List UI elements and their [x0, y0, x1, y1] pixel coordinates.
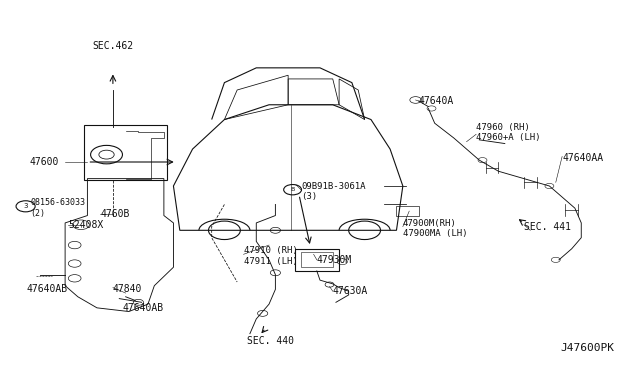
Text: 3: 3: [23, 203, 28, 209]
Text: 47900M(RH)
47900MA (LH): 47900M(RH) 47900MA (LH): [403, 219, 467, 238]
Text: 47640AB: 47640AB: [27, 284, 68, 294]
Text: SEC.462: SEC.462: [92, 41, 134, 51]
Bar: [396, 206, 419, 215]
Text: 47960 (RH)
47960+A (LH): 47960 (RH) 47960+A (LH): [476, 123, 541, 142]
Text: 47910 (RH)
47911 (LH): 47910 (RH) 47911 (LH): [244, 247, 298, 266]
Text: J47600PK: J47600PK: [561, 343, 614, 353]
Text: SEC. 440: SEC. 440: [246, 336, 294, 346]
Text: 47640A: 47640A: [419, 96, 454, 106]
Text: 47930M: 47930M: [317, 255, 352, 265]
Bar: [301, 253, 333, 267]
Text: 08156-63033
(2): 08156-63033 (2): [30, 198, 85, 218]
Text: 47840: 47840: [113, 284, 142, 294]
Text: 47640AB: 47640AB: [122, 303, 164, 313]
Text: B: B: [291, 187, 295, 192]
Text: 47600: 47600: [29, 157, 59, 167]
Text: 52408X: 52408X: [68, 220, 104, 230]
Text: 47640AA: 47640AA: [562, 153, 604, 163]
Bar: [294, 249, 339, 271]
Text: SEC. 441: SEC. 441: [524, 222, 571, 232]
Text: 47630A: 47630A: [333, 286, 368, 296]
Text: 09B91B-3061A
(3): 09B91B-3061A (3): [301, 182, 365, 201]
Text: 4760B: 4760B: [100, 209, 129, 219]
